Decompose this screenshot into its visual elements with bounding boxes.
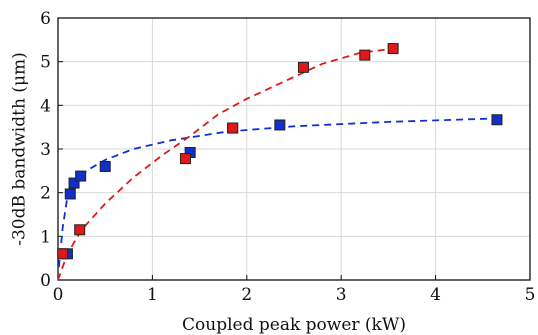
tick-labels: 0 1 2 3 4 5 0 1 2 3 4 5 6 — [40, 9, 535, 305]
x-tick-label: 3 — [336, 285, 347, 305]
x-tick-label: 4 — [430, 285, 441, 305]
x-axis-label: Coupled peak power (kW) — [182, 315, 406, 335]
fit-line-2 — [57, 47, 394, 281]
fit-line-1 — [58, 117, 498, 267]
data-point-series-2 — [179, 153, 191, 165]
fit-curves — [57, 47, 498, 281]
y-tick-label: 1 — [40, 227, 51, 247]
y-axis-label: -30dB bandwidth (μm) — [10, 52, 30, 246]
data-point-series-1 — [274, 119, 286, 131]
x-tick-label: 2 — [241, 285, 252, 305]
data-point-series-2 — [74, 224, 86, 236]
y-tick-label: 0 — [40, 271, 51, 291]
data-point-series-2 — [297, 61, 309, 73]
y-tick-label: 2 — [40, 184, 51, 204]
x-tick-label: 0 — [53, 285, 64, 305]
data-points — [57, 43, 503, 260]
data-point-series-2 — [227, 122, 239, 134]
x-tick-label: 1 — [147, 285, 158, 305]
data-point-series-1 — [491, 114, 503, 126]
x-tick-label: 5 — [525, 285, 536, 305]
data-point-series-1 — [99, 160, 111, 172]
data-point-series-1 — [68, 177, 80, 189]
y-tick-label: 5 — [40, 53, 51, 73]
y-tick-label: 6 — [40, 9, 51, 29]
data-point-series-2 — [57, 248, 69, 260]
grid-lines — [57, 17, 531, 281]
data-point-series-2 — [359, 49, 371, 61]
data-point-series-1 — [64, 188, 76, 200]
y-tick-label: 4 — [40, 96, 51, 116]
y-tick-label: 3 — [40, 140, 51, 160]
data-point-series-2 — [387, 43, 399, 55]
data-point-series-1 — [75, 170, 87, 182]
